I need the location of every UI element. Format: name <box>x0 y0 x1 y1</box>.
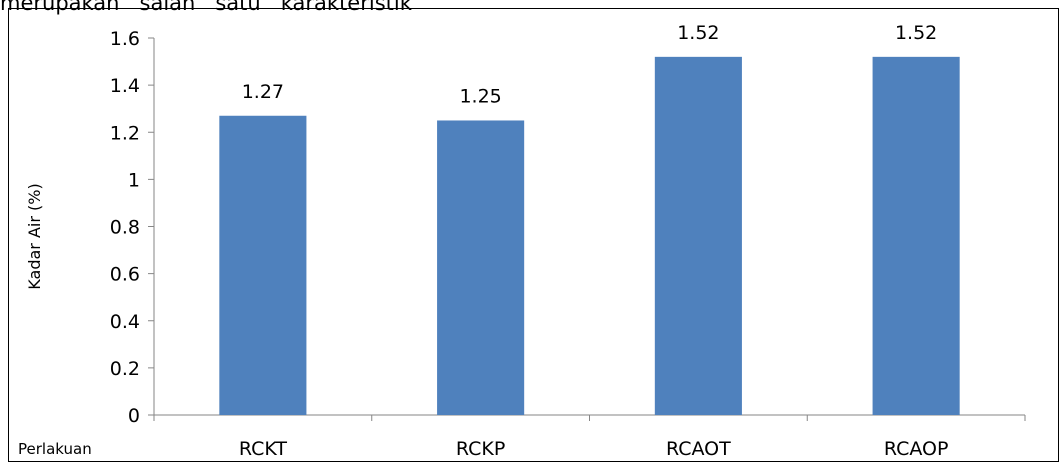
bar-data-label: 1.27 <box>242 81 284 103</box>
x-tick-label: RCAOT <box>666 438 731 460</box>
y-tick-label: 0.2 <box>110 358 140 380</box>
bar <box>654 56 742 415</box>
x-tick-label: RCKT <box>239 438 288 460</box>
bar-data-label: 1.52 <box>677 22 719 44</box>
y-tick-label: 0.8 <box>110 217 140 239</box>
y-tick-label: 1.6 <box>110 28 140 50</box>
y-axis-label: Kadar Air (%) <box>25 183 44 289</box>
x-tick-label: RCKP <box>456 438 505 460</box>
bar-data-label: 1.52 <box>895 22 937 44</box>
y-tick-label: 0 <box>128 405 140 427</box>
chart-bars <box>219 56 960 415</box>
bar <box>872 56 960 415</box>
bar <box>437 120 525 415</box>
y-axis-ticks: 0 0.2 0.4 0.6 0.8 1 1.2 1.4 1.6 <box>110 28 154 427</box>
y-tick-label: 0.4 <box>110 311 140 333</box>
bar <box>219 115 307 415</box>
chart-frame <box>8 8 1059 462</box>
y-tick-label: 1 <box>128 169 140 191</box>
chart-data-labels: 1.27 1.25 1.52 1.52 <box>242 22 938 108</box>
y-tick-label: 0.6 <box>110 264 140 286</box>
x-axis-tick-labels: RCKT RCKP RCAOT RCAOP <box>239 438 949 460</box>
x-tick-label: RCAOP <box>884 438 949 460</box>
bar-data-label: 1.25 <box>459 85 501 107</box>
y-tick-label: 1.4 <box>110 75 140 97</box>
y-tick-label: 1.2 <box>110 122 140 144</box>
page-header-text: merupakan salah satu karakteristik <box>0 0 412 15</box>
x-axis-label: Perlakuan <box>18 440 92 458</box>
